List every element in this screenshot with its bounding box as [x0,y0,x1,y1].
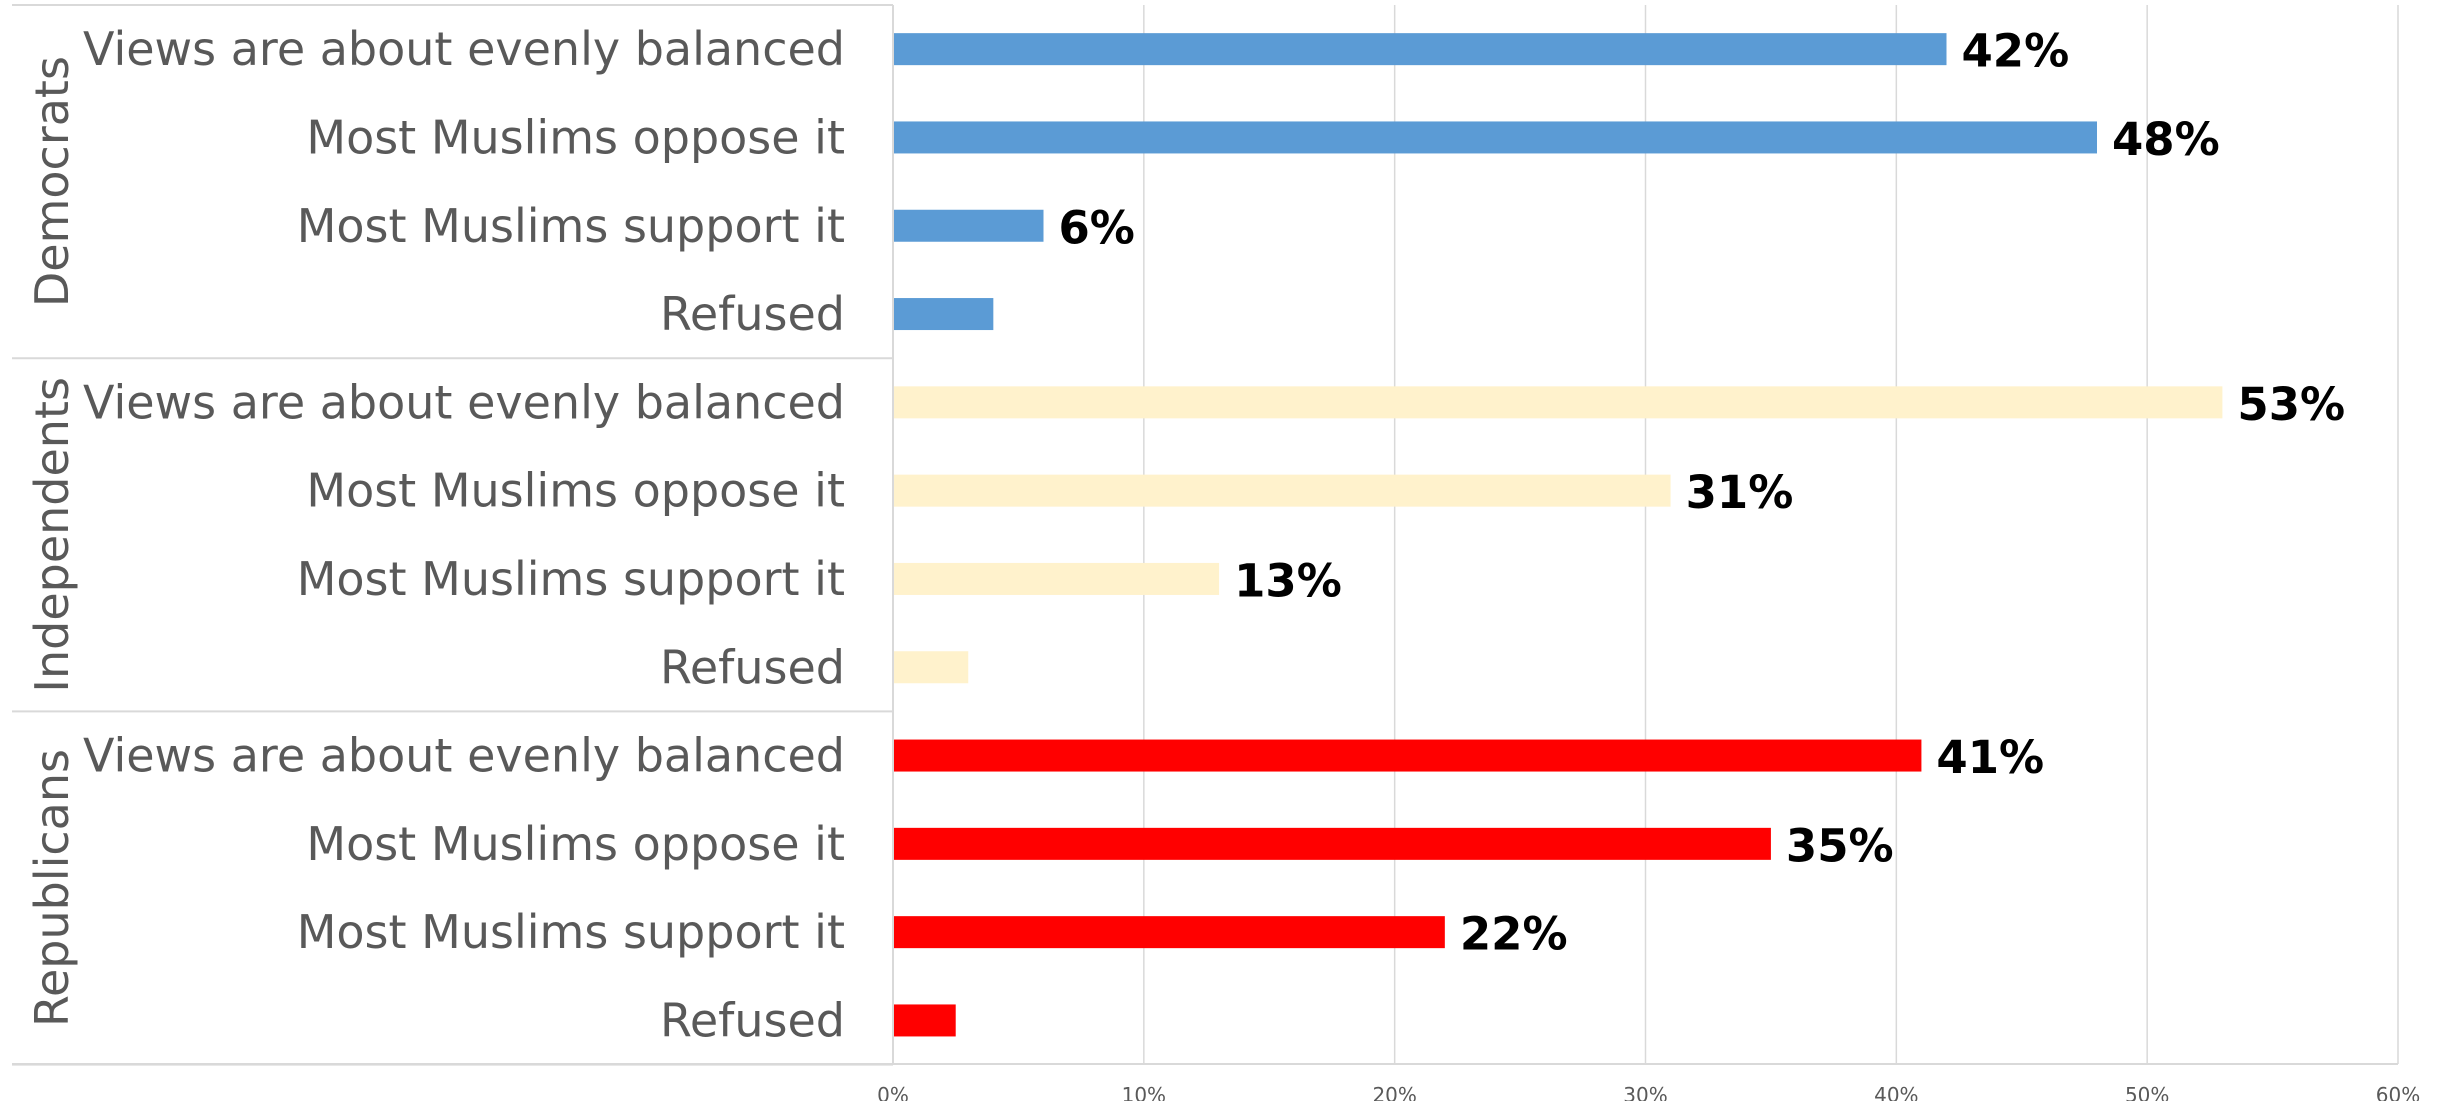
category-label: Refused [660,640,845,694]
group-label: Republicans [25,749,79,1027]
data-label: 13% [1234,554,1342,607]
bar [894,386,2223,419]
bars [894,33,2223,1037]
data-label: 6% [1059,201,1135,254]
category-label: Refused [660,993,845,1047]
bar [894,209,1044,242]
category-label: Most Muslims support it [297,905,845,959]
x-tick-label: 40% [1874,1083,1918,1101]
bar [894,827,1771,860]
category-label: Most Muslims oppose it [306,110,845,164]
category-frame [12,4,2398,1066]
gridlines [1143,5,2399,1064]
x-tick-label: 60% [2376,1083,2420,1101]
category-label: Views are about evenly balanced [83,375,845,429]
bar [894,121,2097,154]
bar [894,739,1922,772]
category-label: Most Muslims support it [297,199,845,253]
bar [894,651,969,684]
x-tick-label: 20% [1372,1083,1416,1101]
category-label: Most Muslims oppose it [306,817,845,871]
category-label: Most Muslims oppose it [306,464,845,518]
x-tick-label: 50% [2125,1083,2169,1101]
group-label: Independents [25,377,79,693]
category-label: Most Muslims support it [297,552,845,606]
category-label: Views are about evenly balanced [83,22,845,76]
group-label: Democrats [25,56,79,307]
data-label: 35% [1786,819,1894,872]
data-label: 31% [1686,466,1794,519]
x-tick-label: 0% [877,1083,909,1101]
category-label: Views are about evenly balanced [83,729,845,783]
data-label: 48% [2112,113,2220,166]
x-tick-label: 10% [1122,1083,1166,1101]
bar [894,33,1947,66]
data-label: 22% [1460,908,1568,961]
bar [894,1004,956,1037]
data-label: 53% [2237,378,2345,431]
x-tick-label: 30% [1623,1083,1667,1101]
data-label: 42% [1962,25,2070,78]
bar [894,298,994,331]
category-label: Refused [660,287,845,341]
bar [894,916,1445,949]
data-label: 41% [1936,731,2044,784]
bar [894,562,1220,595]
bar [894,474,1671,507]
